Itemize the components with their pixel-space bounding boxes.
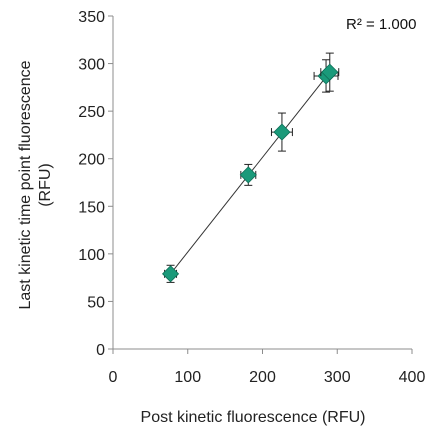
data-point [320, 52, 340, 92]
y-tick-label: 300 [78, 57, 105, 74]
y-axis-title-line: Last kinetic time point fluorescence [17, 60, 34, 309]
y-axis-title-line: (RFU) [37, 163, 54, 207]
y-tick-label: 350 [78, 9, 105, 26]
r-squared-annotation: R² = 1.000 [346, 16, 416, 33]
y-tick-label: 50 [87, 294, 105, 311]
x-axis-ticks: 0 100 200 300 400 [109, 349, 426, 386]
data-point [270, 112, 293, 152]
x-tick-label: 200 [249, 369, 276, 386]
x-tick-label: 0 [109, 369, 118, 386]
diamond-marker [273, 123, 291, 141]
y-tick-label: 100 [78, 247, 105, 264]
x-axis-title: Post kinetic fluorescence (RFU) [141, 409, 366, 426]
diamond-marker [239, 166, 257, 184]
y-axis-ticks: 0 50 100 150 200 250 300 350 [78, 9, 113, 359]
y-tick-label: 150 [78, 199, 105, 216]
axes [112, 16, 412, 350]
x-tick-label: 400 [399, 369, 426, 386]
diamond-marker [161, 265, 180, 283]
data-point [161, 264, 180, 283]
data-points [161, 52, 340, 283]
diamond-marker [321, 63, 339, 81]
y-tick-label: 0 [96, 342, 105, 359]
y-tick-label: 200 [78, 152, 105, 169]
x-tick-label: 300 [324, 369, 351, 386]
x-tick-label: 100 [174, 369, 201, 386]
y-axis-title: Last kinetic time point fluorescence (RFU… [17, 60, 54, 309]
data-point [239, 163, 257, 186]
y-tick-label: 250 [78, 104, 105, 121]
